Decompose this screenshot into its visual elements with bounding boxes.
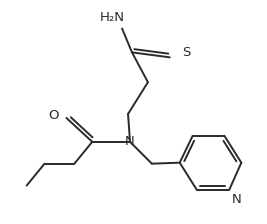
Text: S: S [182,46,190,59]
Text: H₂N: H₂N [100,11,125,24]
Text: O: O [48,110,58,123]
Text: N: N [231,194,241,207]
Text: N: N [125,135,135,148]
